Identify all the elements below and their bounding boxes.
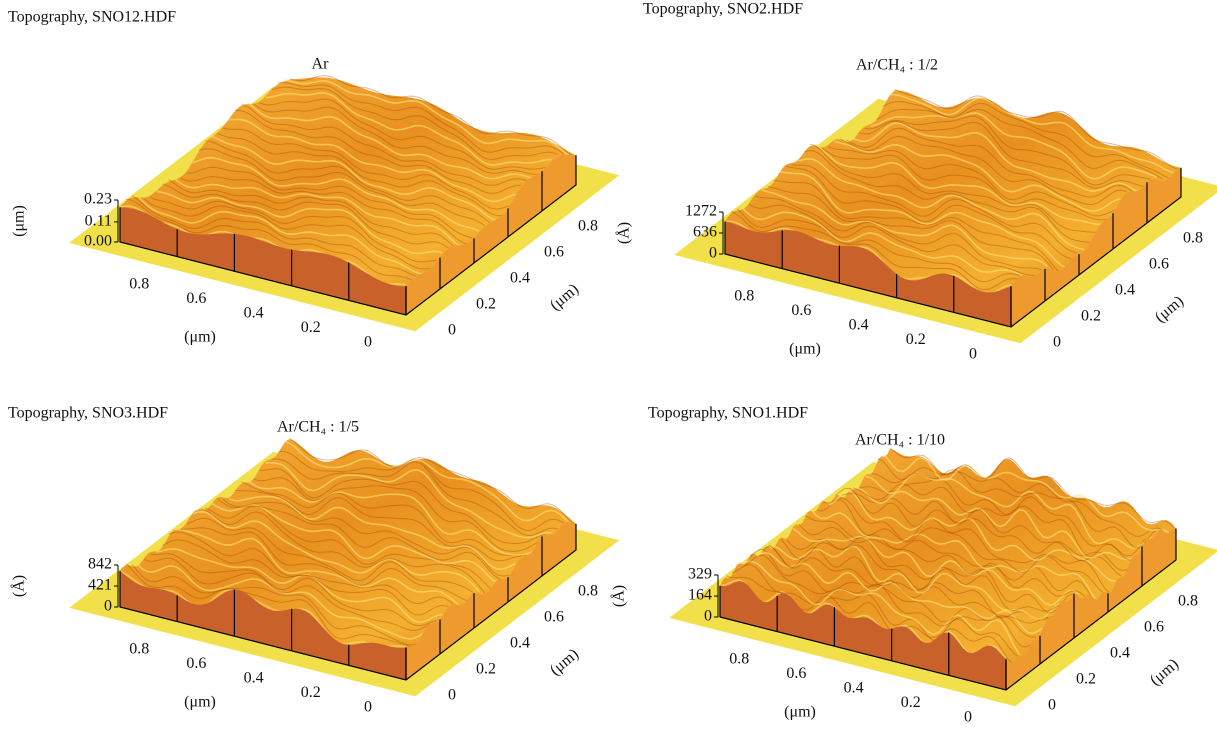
z-tick-label: 1272 (685, 203, 717, 220)
z-tick-label: 0.23 (84, 191, 112, 208)
x-tick-label: 0.6 (786, 665, 806, 682)
y-tick-label: 0.8 (578, 218, 598, 235)
y-tick-label: 0.2 (1076, 671, 1096, 688)
x-axis-label: (μm) (784, 704, 816, 721)
panel-title: Ar (312, 56, 330, 73)
surface-panel: 0.8 0.6 0.4 0.2 0 0 0.2 0.4 0.6 0.8 0 421 842 (Å) (μm)… (8, 405, 619, 716)
y-tick-label: 0.4 (510, 270, 530, 287)
x-tick-label: 0.4 (244, 669, 264, 686)
panel-title: Ar/CH₄ : 1/10 (855, 432, 945, 449)
z-tick-label: 0.11 (85, 213, 112, 230)
panel-header: Topography, SNO3.HDF (8, 405, 168, 422)
x-tick-label: 0 (964, 709, 972, 726)
z-tick-label: 0 (709, 245, 717, 262)
y-tick-label: 0.2 (1081, 308, 1101, 325)
z-tick-label: 329 (688, 566, 712, 583)
x-tick-label: 0.6 (791, 302, 811, 319)
x-axis-label: (μm) (184, 329, 216, 346)
x-axis-label: (μm) (789, 341, 821, 358)
y-tick-label: 0.2 (476, 296, 496, 313)
y-tick-label: 0.6 (1144, 619, 1164, 636)
panel-header: Topography, SNO12.HDF (8, 9, 176, 26)
y-tick-label: 0.8 (1183, 230, 1203, 247)
x-tick-label: 0 (364, 699, 372, 716)
y-tick-label: 0.6 (1149, 256, 1169, 273)
panel-title: Ar/CH₄ : 1/2 (856, 57, 938, 74)
panel-header: Topography, SNO1.HDF (648, 405, 808, 422)
x-tick-label: 0.2 (906, 331, 926, 348)
y-axis-label: (μm) (1147, 656, 1182, 689)
y-axis-label: (μm) (547, 281, 582, 314)
y-axis-label: (μm) (1152, 293, 1187, 326)
x-tick-label: 0 (364, 334, 372, 351)
z-axis-label: (Å) (10, 575, 28, 597)
y-tick-label: 0.4 (510, 635, 530, 652)
surface-panel: 0.8 0.6 0.4 0.2 0 0 0.2 0.4 0.6 0.8 0 636 1272 (Å) (μm… (615, 1, 1217, 363)
z-axis-label: (μm) (11, 205, 28, 237)
y-axis-label: (μm) (547, 646, 582, 679)
x-tick-label: 0.2 (301, 319, 321, 336)
y-tick-label: 0 (1048, 697, 1056, 714)
x-tick-label: 0.2 (901, 694, 921, 711)
panel-header: Topography, SNO2.HDF (643, 1, 803, 18)
y-tick-label: 0.8 (1178, 593, 1198, 610)
y-tick-label: 0.8 (578, 583, 598, 600)
z-tick-label: 0 (104, 598, 112, 615)
panel-title: Ar/CH₄ : 1/5 (277, 419, 359, 436)
y-tick-label: 0.4 (1115, 282, 1135, 299)
z-tick-label: 636 (693, 224, 717, 241)
surface-panel: 0.8 0.6 0.4 0.2 0 0 0.2 0.4 0.6 0.8 0 164 329 (Å) (μm)… (610, 405, 1217, 726)
y-tick-label: 0 (448, 322, 456, 339)
figure: 0.8 0.6 0.4 0.2 0 0 0.2 0.4 0.6 0.8 0.00 0.11 0.23 (μ… (0, 0, 1217, 732)
z-tick-label: 164 (688, 587, 712, 604)
y-tick-label: 0.6 (544, 609, 564, 626)
y-tick-label: 0.6 (544, 244, 564, 261)
z-tick-label: 421 (88, 577, 112, 594)
y-tick-label: 0.4 (1110, 645, 1130, 662)
x-tick-label: 0.2 (301, 684, 321, 701)
x-tick-label: 0.8 (129, 640, 149, 657)
z-tick-label: 0 (704, 608, 712, 625)
x-tick-label: 0.4 (844, 679, 864, 696)
surface-panel: 0.8 0.6 0.4 0.2 0 0 0.2 0.4 0.6 0.8 0.00 0.11 0.23 (μ… (8, 9, 619, 351)
y-tick-label: 0 (448, 687, 456, 704)
x-tick-label: 0.8 (734, 287, 754, 304)
x-axis-label: (μm) (184, 694, 216, 711)
x-tick-label: 0.6 (186, 290, 206, 307)
x-tick-label: 0.4 (849, 316, 869, 333)
x-tick-label: 0.6 (186, 655, 206, 672)
y-tick-label: 0 (1053, 334, 1061, 351)
x-tick-label: 0.8 (729, 650, 749, 667)
x-tick-label: 0.8 (129, 275, 149, 292)
y-tick-label: 0.2 (476, 661, 496, 678)
x-tick-label: 0 (969, 346, 977, 363)
z-tick-label: 842 (88, 556, 112, 573)
x-tick-label: 0.4 (244, 304, 264, 321)
z-axis-label: (Å) (610, 585, 628, 607)
z-tick-label: 0.00 (84, 233, 112, 250)
z-axis-label: (Å) (615, 222, 633, 244)
